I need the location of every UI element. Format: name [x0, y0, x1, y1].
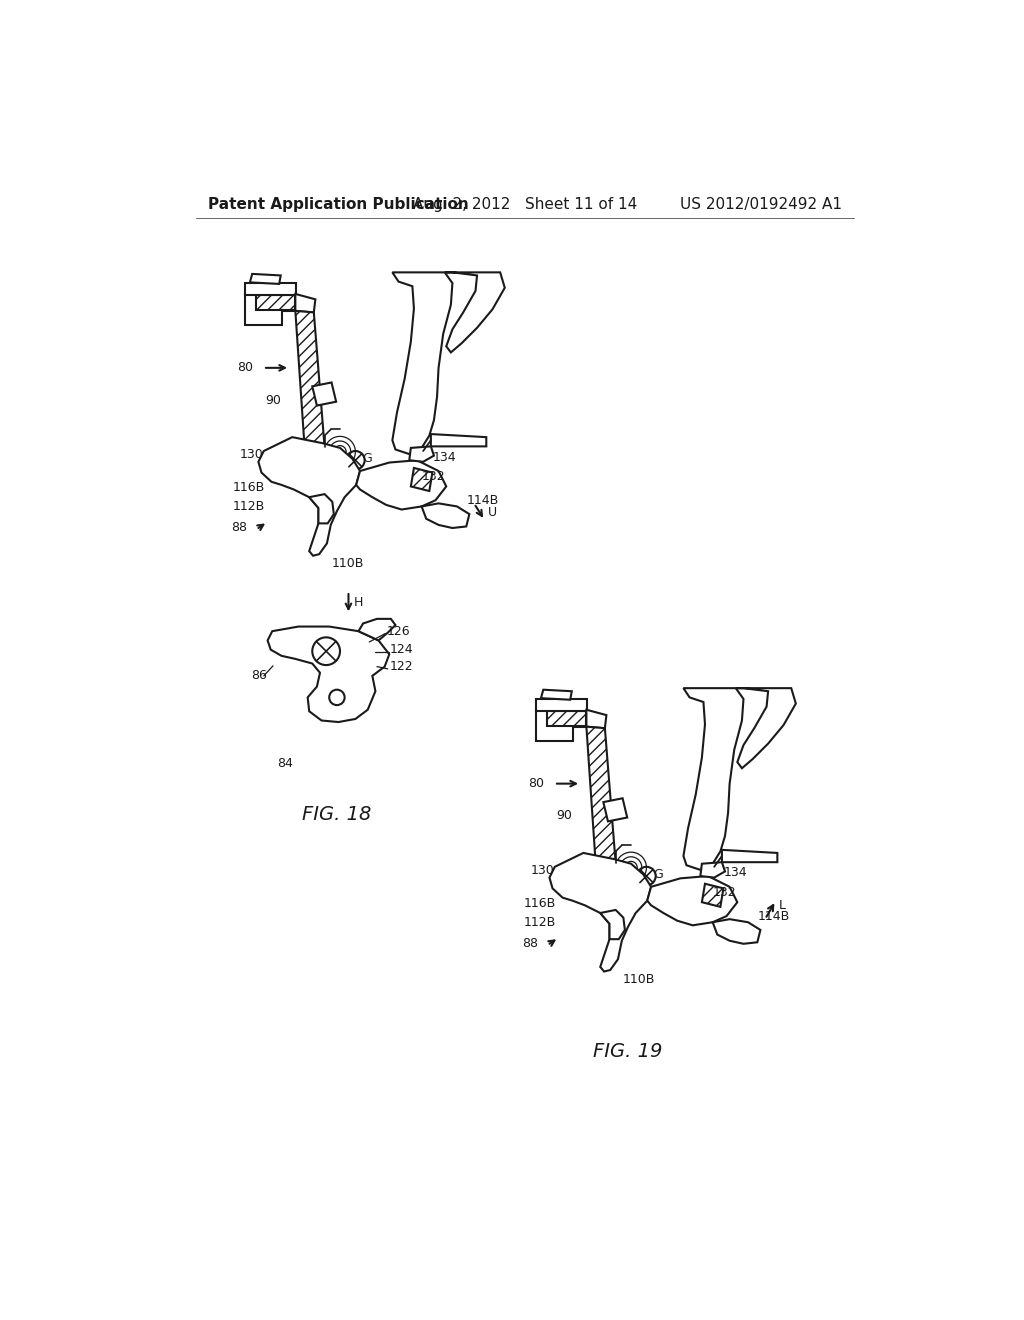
Text: 122: 122 [389, 660, 413, 673]
Polygon shape [701, 884, 724, 907]
Text: 90: 90 [556, 809, 572, 822]
Text: 80: 80 [237, 362, 253, 375]
Text: 126: 126 [386, 624, 410, 638]
Polygon shape [309, 494, 334, 524]
Polygon shape [722, 850, 777, 862]
Text: 86: 86 [251, 669, 266, 682]
Polygon shape [356, 461, 446, 510]
Text: US 2012/0192492 A1: US 2012/0192492 A1 [680, 197, 842, 213]
Polygon shape [267, 627, 389, 722]
Text: 112B: 112B [233, 500, 265, 513]
Polygon shape [250, 275, 281, 284]
Text: 116B: 116B [524, 898, 556, 911]
Text: H: H [354, 597, 364, 610]
Polygon shape [587, 726, 615, 863]
Polygon shape [410, 446, 434, 462]
Text: FIG. 18: FIG. 18 [302, 805, 372, 824]
Text: 88: 88 [521, 936, 538, 949]
Polygon shape [587, 710, 606, 729]
Text: 132: 132 [422, 470, 445, 483]
Polygon shape [358, 619, 395, 640]
Text: 110B: 110B [332, 557, 364, 570]
Circle shape [330, 689, 345, 705]
Polygon shape [444, 272, 505, 352]
Polygon shape [603, 799, 628, 821]
Text: 84: 84 [276, 758, 293, 770]
Text: L: L [779, 899, 785, 912]
Text: 90: 90 [265, 393, 282, 407]
Polygon shape [547, 711, 586, 726]
Text: 130: 130 [531, 865, 555, 878]
Polygon shape [411, 469, 432, 491]
Polygon shape [295, 312, 325, 447]
Polygon shape [736, 688, 796, 768]
Text: Patent Application Publication: Patent Application Publication [208, 197, 468, 213]
Polygon shape [647, 876, 737, 925]
Text: 124: 124 [389, 643, 413, 656]
Polygon shape [550, 853, 651, 972]
Text: 116B: 116B [233, 482, 265, 495]
Text: 114B: 114B [758, 909, 790, 923]
Polygon shape [431, 434, 486, 446]
Polygon shape [245, 294, 295, 325]
Text: 110B: 110B [623, 973, 655, 986]
Polygon shape [392, 272, 453, 454]
Polygon shape [536, 710, 587, 741]
Polygon shape [312, 383, 336, 405]
Text: 112B: 112B [524, 916, 556, 929]
Text: 114B: 114B [466, 494, 499, 507]
Text: U: U [487, 506, 497, 519]
Text: 134: 134 [724, 866, 748, 879]
Polygon shape [600, 909, 625, 940]
Polygon shape [245, 284, 296, 296]
Text: G: G [362, 453, 372, 465]
Polygon shape [683, 688, 743, 870]
Text: 132: 132 [713, 886, 736, 899]
Polygon shape [422, 503, 469, 528]
Polygon shape [536, 700, 587, 711]
Text: Aug. 2, 2012   Sheet 11 of 14: Aug. 2, 2012 Sheet 11 of 14 [413, 197, 637, 213]
Polygon shape [713, 919, 761, 944]
Text: 88: 88 [230, 520, 247, 533]
Text: FIG. 19: FIG. 19 [593, 1041, 663, 1061]
Polygon shape [256, 296, 295, 310]
Polygon shape [258, 437, 360, 556]
Text: 80: 80 [528, 777, 544, 791]
Polygon shape [295, 294, 315, 313]
Text: 134: 134 [433, 450, 457, 463]
Text: G: G [653, 869, 664, 880]
Text: 130: 130 [240, 449, 263, 462]
Polygon shape [700, 862, 725, 878]
Polygon shape [541, 689, 571, 700]
